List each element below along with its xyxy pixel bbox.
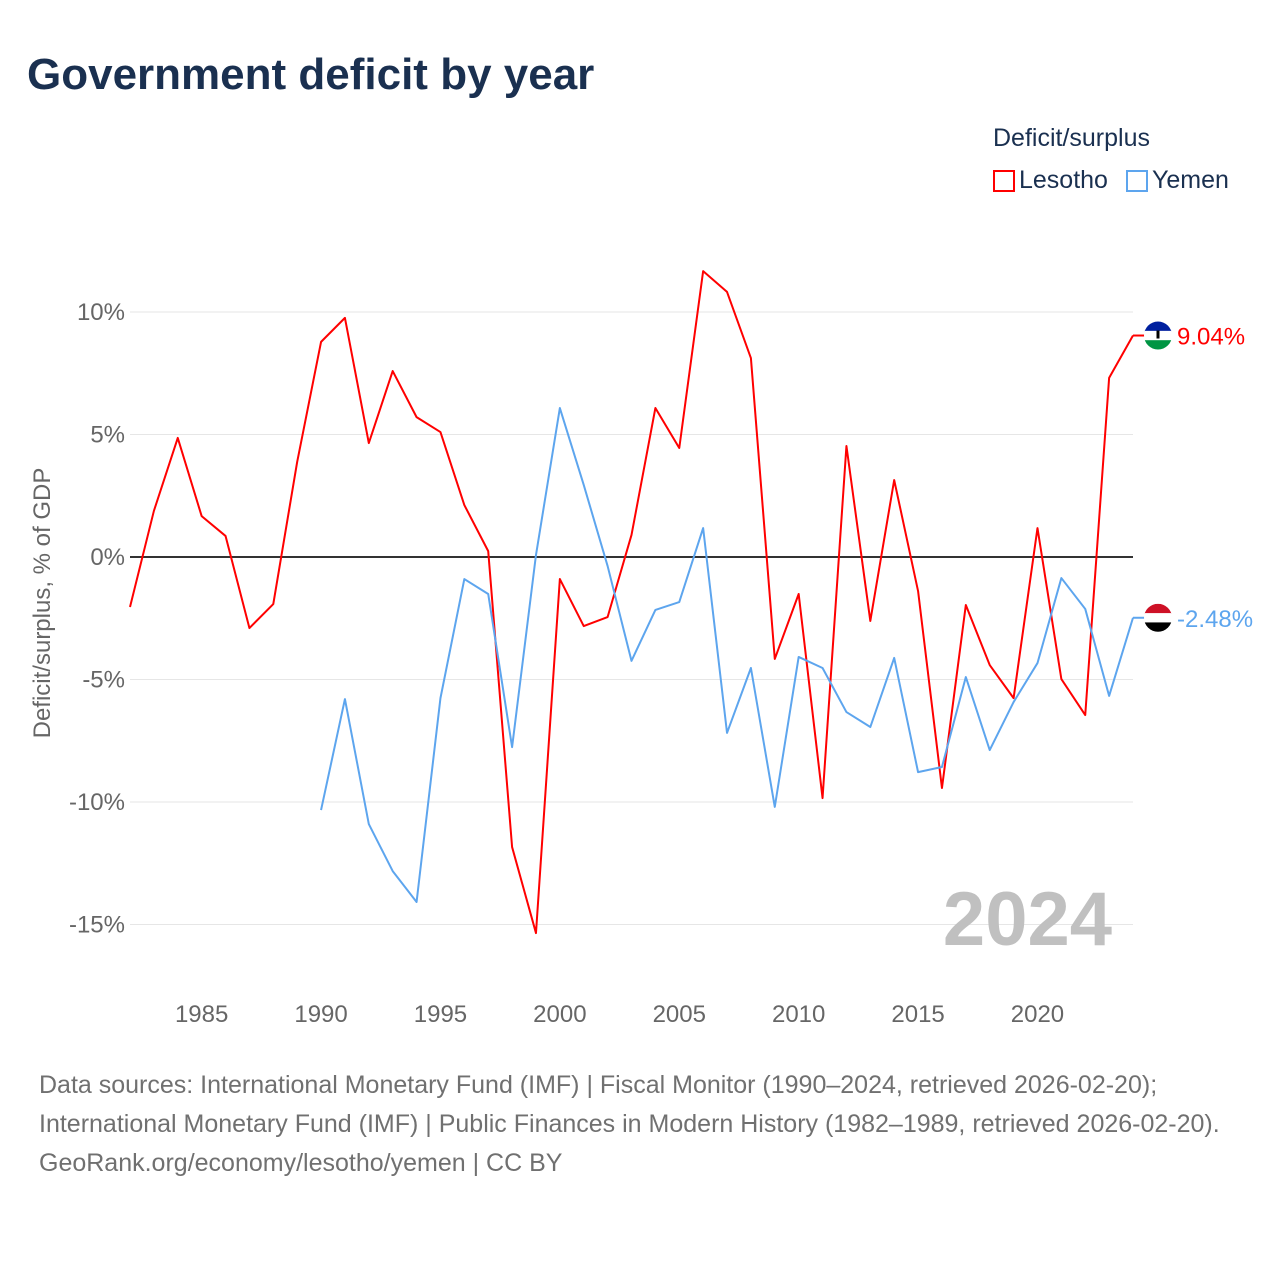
series-line-yemen: [320, 407, 1134, 903]
y-tick-label: -10%: [69, 789, 125, 816]
legend: Lesotho Yemen: [993, 166, 1229, 195]
x-tick-label: 2000: [533, 1001, 586, 1028]
legend-item-lesotho[interactable]: Lesotho: [993, 166, 1108, 195]
legend-swatch-lesotho: [993, 169, 1015, 192]
y-tick-label: 0%: [90, 544, 125, 571]
legend-label: Yemen: [1151, 166, 1229, 194]
y-tick-label: -5%: [82, 667, 125, 694]
x-tick-label: 1995: [414, 1001, 467, 1028]
legend-item-yemen[interactable]: Yemen: [1125, 166, 1229, 195]
x-tick-label: 1990: [294, 1001, 347, 1028]
license: CC BY: [486, 1149, 563, 1177]
year-label: 2024: [943, 877, 1112, 962]
y-tick-label: 10%: [77, 299, 125, 326]
chart-title: Government deficit by year: [27, 50, 595, 99]
series-line-lesotho: [129, 270, 1134, 935]
x-tick-label: 2005: [653, 1001, 706, 1028]
legend-swatch-yemen: [1125, 169, 1148, 192]
data-sources: Data sources: International Monetary Fun…: [39, 1071, 1220, 1138]
x-tick-label: 2020: [1011, 1001, 1064, 1028]
x-tick-label: 2010: [772, 1001, 825, 1028]
legend-title: Deficit/surplus: [993, 124, 1150, 152]
legend-label: Lesotho: [1019, 166, 1108, 194]
end-value-label: 9.04%: [1177, 324, 1245, 351]
yemen-flag-icon: [1144, 603, 1172, 632]
x-tick-label: 1985: [175, 1001, 228, 1028]
footer: Data sources: International Monetary Fun…: [39, 1066, 1239, 1183]
y-tick-label: -15%: [69, 912, 125, 939]
y-tick-label: 5%: [90, 422, 125, 449]
x-tick-label: 2015: [891, 1001, 944, 1028]
lesotho-flag-icon: [1144, 321, 1172, 350]
source-link[interactable]: GeoRank.org/economy/lesotho/yemen: [39, 1149, 466, 1177]
y-axis-label: Deficit/surplus, % of GDP: [29, 468, 56, 739]
end-value-label: -2.48%: [1177, 606, 1253, 633]
